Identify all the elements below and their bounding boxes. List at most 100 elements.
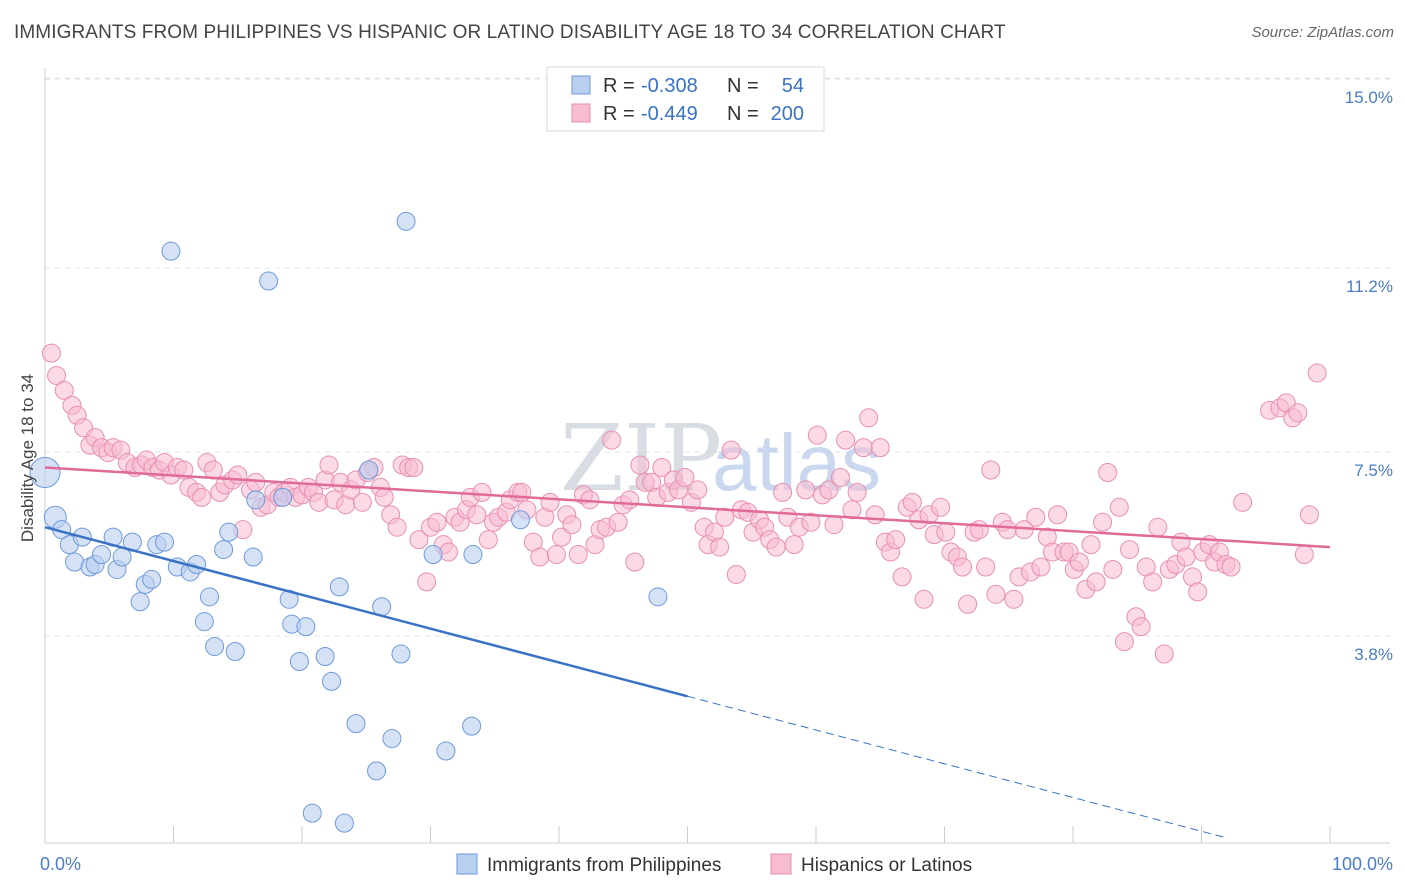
hispanics-point <box>608 512 628 532</box>
hispanics-point <box>630 455 650 475</box>
hispanics-point <box>374 487 394 507</box>
hispanics-point <box>969 520 989 540</box>
philippines-point <box>205 637 225 657</box>
hispanics-point <box>1299 505 1319 525</box>
hispanics-point <box>773 482 793 502</box>
hispanics-point <box>836 430 856 450</box>
hispanics-point <box>409 530 429 550</box>
philippines-point <box>359 460 379 480</box>
hispanics-point <box>931 497 951 517</box>
philippines-point <box>92 545 112 565</box>
philippines-point <box>29 456 61 488</box>
hispanics-point <box>192 487 212 507</box>
chart-title: IMMIGRANTS FROM PHILIPPINES VS HISPANIC … <box>14 22 1006 43</box>
hispanics-point <box>512 482 532 502</box>
hispanics-point <box>54 380 74 400</box>
hispanics-point <box>870 438 890 458</box>
hispanics-point <box>1109 497 1129 517</box>
hispanics-point <box>1093 512 1113 532</box>
hispanics-point <box>710 537 730 557</box>
hispanics-point <box>467 505 487 525</box>
hispanics-point <box>865 505 885 525</box>
hispanics-point <box>807 425 827 445</box>
hispanics-point <box>387 517 407 537</box>
hispanics-point <box>352 492 372 512</box>
legend-r-label-1: R = <box>603 75 635 97</box>
hispanics-point <box>1120 540 1140 560</box>
philippines-point <box>436 741 456 761</box>
x-tick-label-min: 0.0% <box>40 854 81 874</box>
philippines-point <box>273 487 293 507</box>
hispanics-point <box>976 557 996 577</box>
philippines-point <box>194 612 214 632</box>
hispanics-point <box>952 557 972 577</box>
hispanics-point <box>1307 363 1327 383</box>
hispanics-point <box>417 572 437 592</box>
hispanics-point <box>540 492 560 512</box>
bottom-legend-swatch-hispanics <box>770 853 792 875</box>
legend-swatch-philippines <box>571 75 591 95</box>
legend-swatch-hispanics <box>571 103 591 123</box>
hispanics-point <box>1114 632 1134 652</box>
trend-lines <box>44 466 1331 839</box>
philippines-point <box>462 716 482 736</box>
hispanics-point <box>902 492 922 512</box>
bottom-legend-swatch-philippines <box>456 853 478 875</box>
philippines-point <box>199 587 219 607</box>
philippines-point <box>315 647 335 666</box>
hispanics-point <box>1154 644 1174 664</box>
hispanics-point <box>1031 557 1051 577</box>
hispanics-point <box>1294 545 1314 565</box>
philippines-point <box>289 651 309 671</box>
hispanics-point <box>530 547 550 567</box>
series-legend: Immigrants from Philippines Hispanics or… <box>456 853 972 876</box>
hispanics-point <box>1148 517 1168 537</box>
hispanics-point <box>47 366 67 386</box>
hispanics-point <box>319 455 339 475</box>
hispanics-point <box>824 515 844 535</box>
hispanics-point <box>997 520 1017 540</box>
hispanics-point <box>796 480 816 500</box>
philippines-point <box>346 714 366 734</box>
hispanics-point <box>1004 589 1024 609</box>
y-tick-label: 7.5% <box>1354 461 1393 480</box>
hispanics-point <box>568 545 588 565</box>
legend-n-label-1: N = <box>727 75 759 97</box>
hispanics-point <box>478 530 498 550</box>
hispanics-point <box>726 564 746 584</box>
hispanics-point <box>652 458 672 478</box>
x-ticks <box>44 826 1331 843</box>
x-tick-label-max: 100.0% <box>1332 854 1393 874</box>
legend-r-value-2: -0.449 <box>641 103 698 125</box>
philippines-trend-extension <box>687 695 1228 839</box>
hispanics-point <box>766 537 786 557</box>
hispanics-point <box>427 512 447 532</box>
philippines-point <box>246 490 266 510</box>
philippines-point <box>334 813 354 833</box>
axes <box>44 68 1390 844</box>
legend-n-value-2: 200 <box>771 103 804 125</box>
source-credit: Source: ZipAtlas.com <box>1251 24 1394 41</box>
hispanics-point <box>715 507 735 527</box>
philippines-point <box>648 587 668 607</box>
hispanics-point <box>886 530 906 550</box>
legend-box <box>546 66 825 132</box>
y-axis-label: Disability Age 18 to 34 <box>18 374 37 542</box>
philippines-point <box>382 729 402 749</box>
hispanics-point <box>625 552 645 572</box>
correlation-legend: R = -0.308 N = 54 R = -0.449 N = 200 <box>546 66 825 132</box>
hispanics-point <box>1103 559 1123 579</box>
y-tick-labels: 3.8% 7.5% 11.2% 15.0% <box>1345 88 1393 664</box>
legend-n-value-1: 54 <box>782 75 804 97</box>
hispanics-point <box>1143 572 1163 592</box>
philippines-point <box>214 540 234 560</box>
hispanics-point <box>1188 582 1208 602</box>
hispanics-point <box>546 545 566 565</box>
legend-n-label-2: N = <box>727 103 759 125</box>
hispanics-point <box>228 465 248 485</box>
bottom-legend-label-philippines: Immigrants from Philippines <box>487 855 721 876</box>
hispanics-trend-line <box>44 466 1331 549</box>
philippines-point <box>367 761 387 781</box>
hispanics-points <box>41 343 1327 664</box>
